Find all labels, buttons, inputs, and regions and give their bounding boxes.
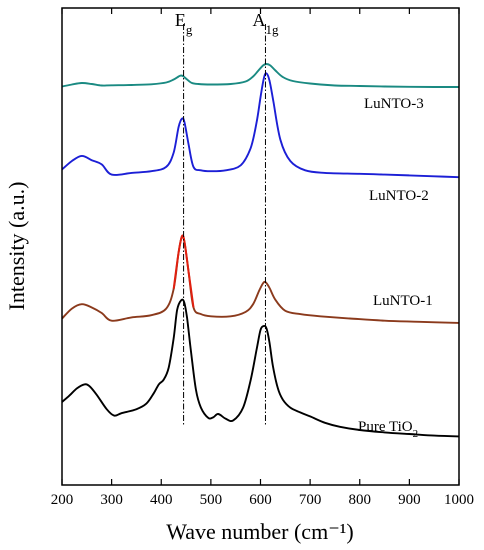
x-tick-label-1000: 1000 (444, 492, 474, 508)
series-line-lunto-1 (61, 234, 460, 324)
x-axis-title: Wave number (cm⁻¹) (166, 519, 353, 544)
x-tick-label-600: 600 (249, 492, 272, 508)
curves-layer (61, 63, 460, 438)
peak-label-a1g: A1g (252, 10, 279, 37)
x-tick-label-900: 900 (398, 492, 421, 508)
reference-lines-layer: Eg A1g (175, 10, 279, 426)
x-tick-label-400: 400 (150, 492, 173, 508)
series-line-lunto-2 (61, 72, 460, 179)
x-ticks-layer: 200 300 400 500 600 700 800 900 1000 (51, 8, 474, 508)
series-line-lunto-3 (61, 63, 459, 88)
series-line-pure-tio2 (61, 298, 460, 438)
x-tick-label-800: 800 (349, 492, 372, 508)
x-tick-label-500: 500 (200, 492, 223, 508)
x-tick-label-300: 300 (100, 492, 123, 508)
x-tick-label-200: 200 (51, 492, 74, 508)
series-label-pure-tio2: Pure TiO2 (358, 419, 418, 440)
series-labels-layer: LuNTO-3 LuNTO-2 LuNTO-1 Pure TiO2 (358, 96, 433, 440)
series-label-lunto-3: LuNTO-3 (364, 96, 424, 112)
series-label-lunto-2: LuNTO-2 (369, 188, 429, 204)
series-label-lunto-1: LuNTO-1 (373, 293, 433, 309)
y-axis-title: Intensity (a.u.) (4, 182, 29, 311)
x-tick-label-700: 700 (299, 492, 322, 508)
